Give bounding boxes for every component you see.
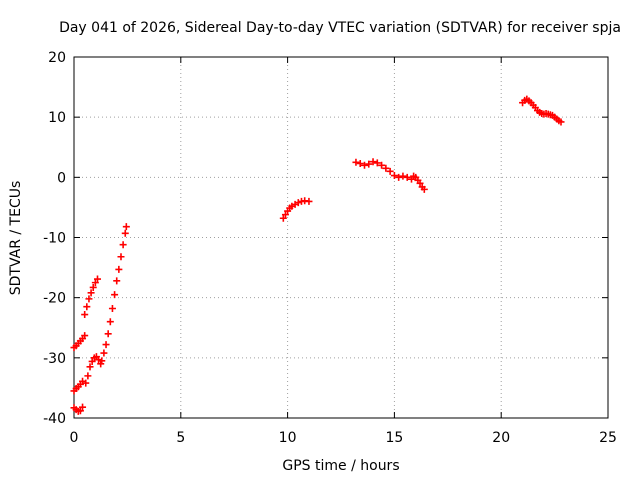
data-point — [84, 372, 92, 380]
y-tick-label: -10 — [43, 231, 66, 247]
y-tick-label: -20 — [43, 291, 66, 307]
chart-title: Day 041 of 2026, Sidereal Day-to-day VTE… — [59, 20, 621, 36]
data-point — [279, 214, 287, 222]
data-point — [82, 379, 90, 387]
data-point — [88, 357, 96, 365]
x-axis-label: GPS time / hours — [282, 458, 399, 474]
y-tick-label: -40 — [43, 411, 66, 427]
data-point — [378, 161, 386, 169]
data-point — [98, 357, 106, 365]
y-axis-label: SDTVAR / TECUs — [8, 181, 24, 296]
data-point — [395, 173, 403, 181]
data-point — [113, 277, 121, 285]
data-point — [382, 164, 390, 172]
data-point — [85, 295, 93, 303]
data-point — [106, 318, 114, 326]
data-point — [416, 179, 424, 187]
data-point — [360, 161, 368, 169]
data-point — [294, 199, 302, 207]
data-point — [369, 158, 377, 166]
data-point — [108, 304, 116, 312]
y-tick-label: -30 — [43, 351, 66, 367]
data-point — [79, 403, 87, 411]
data-point — [104, 330, 112, 338]
x-tick-label: 25 — [599, 430, 617, 446]
data-point — [403, 173, 411, 181]
y-tick-label: 10 — [48, 110, 66, 126]
data-point — [386, 167, 394, 175]
data-point — [91, 279, 99, 287]
data-point — [76, 407, 84, 415]
grid — [74, 57, 608, 418]
data-point — [356, 159, 364, 167]
data-point — [86, 363, 94, 371]
data-point — [122, 223, 130, 231]
data-point — [83, 303, 91, 311]
axis-ticks: 0 5 10 15 20 25 -40 -30 -20 -10 0 10 20 — [43, 50, 617, 446]
data-point — [87, 289, 95, 297]
x-tick-label: 15 — [385, 430, 403, 446]
data-point — [121, 229, 129, 237]
data-point — [420, 185, 428, 193]
data-point — [373, 159, 381, 167]
data-point — [81, 332, 89, 340]
data-point — [305, 197, 313, 205]
data-point — [281, 211, 289, 219]
x-tick-label: 0 — [70, 430, 79, 446]
data-point — [89, 283, 97, 291]
data-point — [100, 349, 108, 357]
x-tick-label: 10 — [279, 430, 297, 446]
x-tick-label: 20 — [492, 430, 510, 446]
data-point — [102, 341, 110, 349]
data-point — [93, 275, 101, 283]
x-tick-label: 5 — [176, 430, 185, 446]
data-point — [111, 291, 119, 299]
data-point — [81, 311, 89, 319]
data-point — [119, 241, 127, 249]
data-point — [117, 253, 125, 261]
y-tick-label: 0 — [57, 170, 66, 186]
data-points — [70, 95, 565, 415]
data-point — [557, 118, 565, 126]
data-point — [95, 356, 103, 364]
data-point — [390, 172, 398, 180]
data-point — [399, 172, 407, 180]
y-tick-label: 20 — [48, 50, 66, 66]
data-point — [352, 158, 360, 166]
data-point — [115, 265, 123, 273]
data-point — [365, 160, 373, 168]
